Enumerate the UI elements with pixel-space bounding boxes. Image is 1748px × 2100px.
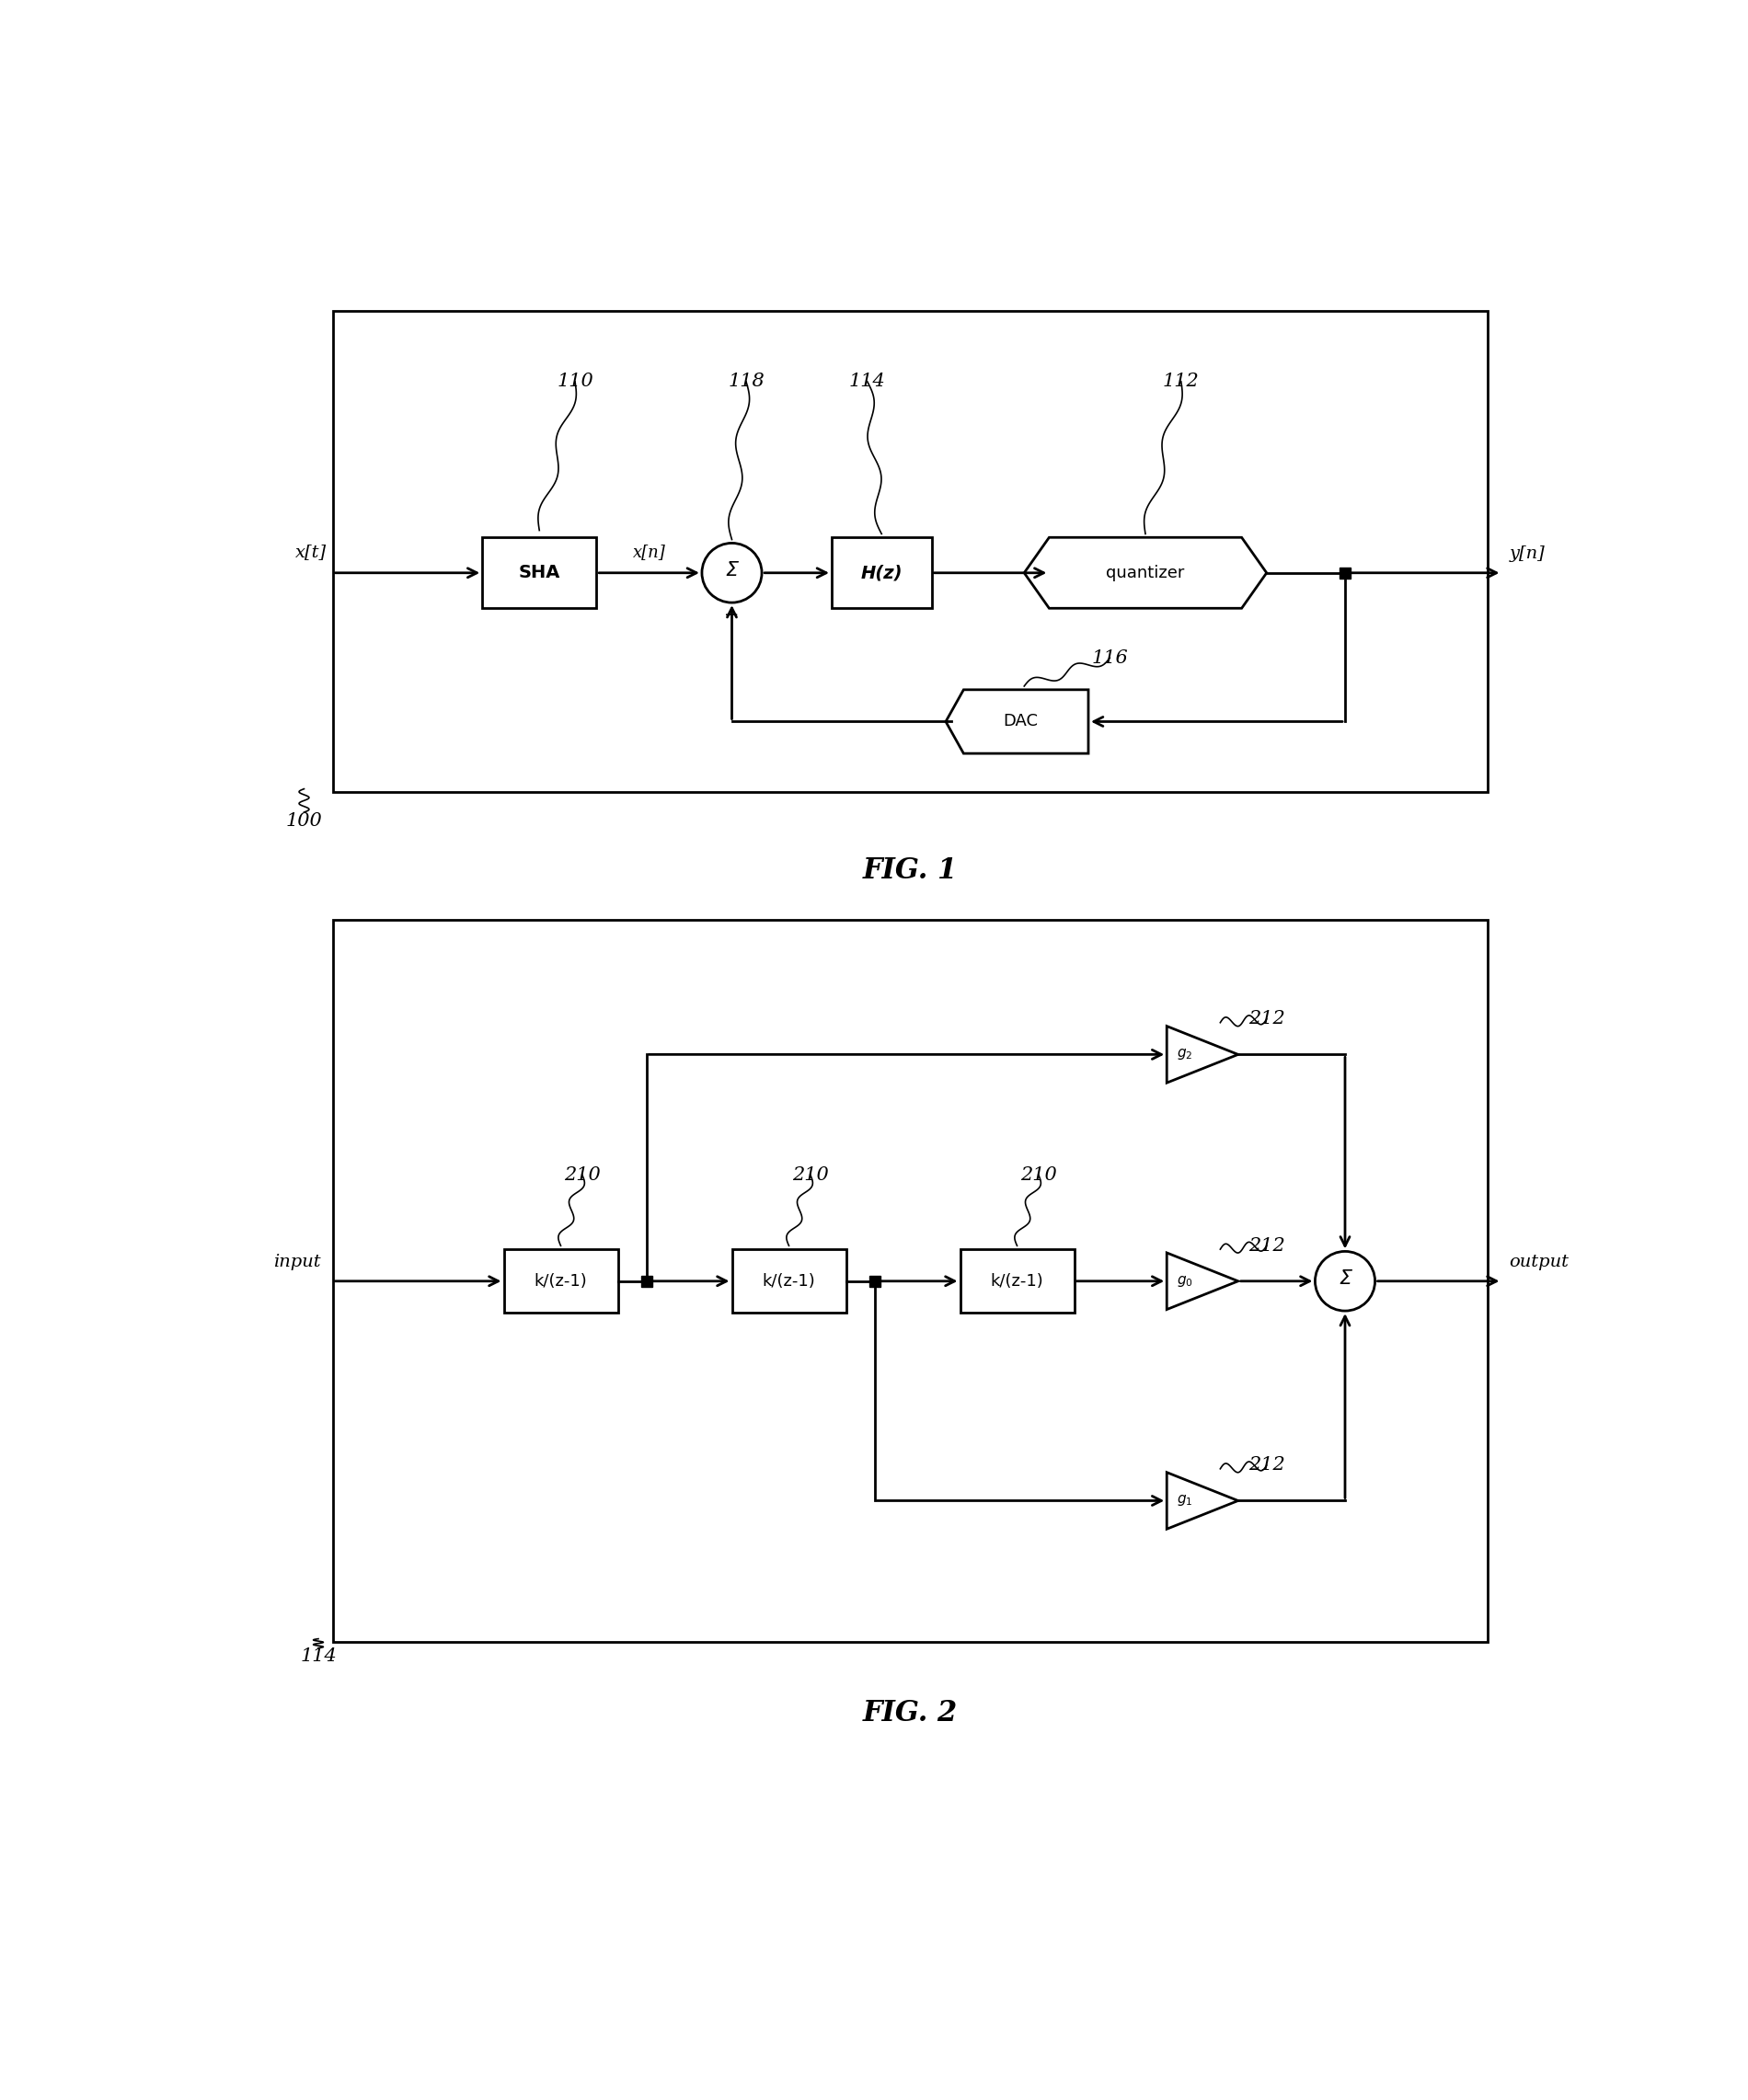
Bar bbox=[732, 1250, 846, 1312]
Text: 210: 210 bbox=[1021, 1166, 1058, 1184]
Bar bbox=[503, 1250, 617, 1312]
Text: 112: 112 bbox=[1162, 374, 1199, 391]
Text: 110: 110 bbox=[556, 374, 593, 391]
Text: Σ: Σ bbox=[725, 561, 738, 580]
Text: 212: 212 bbox=[1248, 1457, 1285, 1474]
Text: $g_0$: $g_0$ bbox=[1176, 1275, 1192, 1289]
Text: 100: 100 bbox=[285, 813, 322, 830]
Text: 118: 118 bbox=[727, 374, 764, 391]
Text: FIG. 2: FIG. 2 bbox=[862, 1699, 958, 1728]
Circle shape bbox=[703, 544, 762, 603]
Polygon shape bbox=[1168, 1254, 1238, 1310]
Bar bbox=[332, 311, 1488, 792]
Text: 114: 114 bbox=[301, 1648, 337, 1665]
Text: Σ: Σ bbox=[1339, 1270, 1351, 1287]
Text: input: input bbox=[273, 1254, 320, 1270]
Text: x[t]: x[t] bbox=[295, 544, 327, 561]
Circle shape bbox=[1314, 1252, 1376, 1310]
Text: y[n]: y[n] bbox=[1509, 546, 1545, 563]
Text: 116: 116 bbox=[1091, 649, 1127, 666]
Polygon shape bbox=[1168, 1027, 1238, 1084]
Text: $g_1$: $g_1$ bbox=[1176, 1493, 1192, 1508]
Text: FIG. 1: FIG. 1 bbox=[862, 857, 958, 884]
Text: 114: 114 bbox=[850, 374, 886, 391]
Text: k/(z-1): k/(z-1) bbox=[535, 1273, 587, 1289]
Text: 212: 212 bbox=[1248, 1237, 1285, 1254]
Text: x[n]: x[n] bbox=[633, 544, 666, 561]
Text: $g_2$: $g_2$ bbox=[1176, 1048, 1192, 1063]
Text: k/(z-1): k/(z-1) bbox=[991, 1273, 1044, 1289]
Bar bbox=[960, 1250, 1073, 1312]
Text: output: output bbox=[1509, 1254, 1570, 1270]
Text: k/(z-1): k/(z-1) bbox=[762, 1273, 816, 1289]
Bar bbox=[832, 538, 932, 609]
Polygon shape bbox=[1168, 1472, 1238, 1529]
Text: DAC: DAC bbox=[1003, 714, 1038, 731]
Text: quantizer: quantizer bbox=[1106, 565, 1185, 582]
Text: SHA: SHA bbox=[519, 565, 559, 582]
Text: 212: 212 bbox=[1248, 1010, 1285, 1027]
Bar bbox=[332, 920, 1488, 1642]
Text: 210: 210 bbox=[792, 1166, 829, 1184]
Polygon shape bbox=[1024, 538, 1267, 609]
Bar bbox=[482, 538, 596, 609]
Polygon shape bbox=[946, 689, 1089, 754]
Text: 210: 210 bbox=[565, 1166, 600, 1184]
Text: H(z): H(z) bbox=[860, 565, 902, 582]
Text: −: − bbox=[724, 607, 739, 624]
